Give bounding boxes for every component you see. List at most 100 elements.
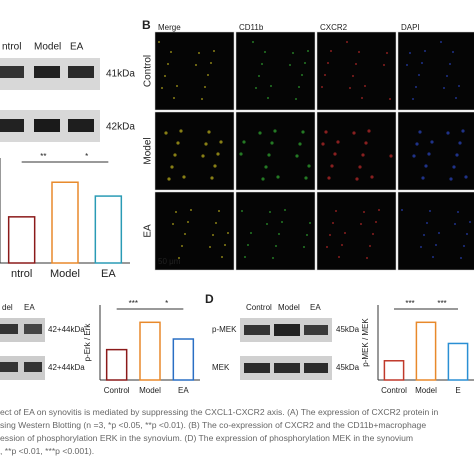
signal	[435, 244, 437, 246]
signal	[207, 74, 209, 76]
signal	[457, 211, 459, 213]
signal	[215, 222, 217, 224]
significance: ***	[437, 299, 446, 308]
column-header: CD11b	[239, 23, 264, 32]
signal	[421, 176, 425, 180]
signal	[250, 232, 252, 234]
signal	[278, 233, 280, 235]
signal	[209, 246, 211, 248]
signal	[270, 141, 274, 145]
lane-label: ntrol	[2, 42, 21, 53]
signal	[178, 257, 180, 259]
x-tick-label: ntrol	[11, 268, 32, 280]
signal	[204, 142, 208, 146]
micrograph	[235, 191, 316, 271]
row-label: Model	[143, 137, 154, 164]
signal	[207, 130, 211, 134]
signal	[361, 153, 365, 157]
signal	[420, 246, 422, 248]
x-tick-label: Control	[381, 386, 407, 395]
signal	[187, 221, 189, 223]
signal	[449, 177, 453, 181]
signal	[270, 85, 272, 87]
signal	[452, 165, 456, 169]
signal	[464, 175, 468, 179]
signal	[210, 62, 212, 64]
signal	[161, 87, 163, 89]
signal	[429, 210, 431, 212]
signal	[307, 164, 311, 168]
signal	[463, 245, 465, 247]
kda-label: 42kDa	[106, 122, 135, 133]
bar	[172, 338, 195, 381]
signal	[247, 244, 249, 246]
signal	[303, 246, 305, 248]
x-tick-label: Model	[50, 268, 80, 280]
signal	[449, 63, 451, 65]
signal	[412, 98, 414, 100]
signal	[195, 64, 197, 66]
signal	[241, 210, 243, 212]
scale-bar-label: 50 μm	[158, 257, 181, 266]
signal	[298, 142, 302, 146]
signal	[389, 154, 393, 158]
blot-c	[0, 318, 45, 380]
signal	[242, 140, 246, 144]
signal	[424, 50, 426, 52]
bar	[51, 181, 79, 264]
micrograph	[397, 111, 474, 191]
bar	[447, 342, 469, 381]
signal	[401, 209, 403, 211]
signal	[423, 234, 425, 236]
significance: ***	[129, 299, 138, 308]
signal	[455, 153, 459, 157]
signal	[261, 63, 263, 65]
signal	[364, 85, 366, 87]
signal	[406, 64, 408, 66]
signal	[458, 85, 460, 87]
bar	[383, 360, 405, 381]
signal	[330, 50, 332, 52]
signal	[461, 129, 465, 133]
lane-label: EA	[24, 303, 35, 312]
lane-label: Model	[278, 303, 300, 312]
column-header: Merge	[158, 23, 181, 32]
signal	[264, 165, 268, 169]
signal	[458, 141, 462, 145]
signal	[216, 152, 220, 156]
signal	[210, 176, 214, 180]
signal	[370, 175, 374, 179]
signal	[415, 142, 419, 146]
bar	[139, 321, 161, 381]
signal	[355, 177, 359, 181]
signal	[360, 223, 362, 225]
micrograph	[316, 191, 397, 271]
kda-label: 45kDa	[336, 363, 360, 372]
row-label: Control	[143, 55, 154, 87]
signal	[289, 64, 291, 66]
signal	[167, 63, 169, 65]
y-axis-label: p-MEK / MEK	[361, 318, 370, 367]
signal	[182, 175, 186, 179]
signal	[333, 152, 337, 156]
signal	[466, 233, 468, 235]
signal	[204, 86, 206, 88]
signal	[454, 223, 456, 225]
signal	[418, 130, 422, 134]
signal	[440, 41, 442, 43]
signal	[190, 209, 192, 211]
signal	[266, 223, 268, 225]
signal	[219, 140, 223, 144]
signal	[307, 50, 309, 52]
caption-line: ect of EA on synovitis is mediated by su…	[0, 407, 439, 417]
micrographs: Merge CD11b CXCR2 DAPI Control Model EA 50 μm	[143, 23, 474, 271]
signal	[367, 129, 371, 133]
micrograph	[154, 31, 235, 111]
significance: **	[40, 152, 46, 161]
signal	[443, 87, 445, 89]
signal	[276, 175, 280, 179]
signal	[264, 51, 266, 53]
x-tick-label: E	[455, 386, 460, 395]
signal	[258, 131, 262, 135]
